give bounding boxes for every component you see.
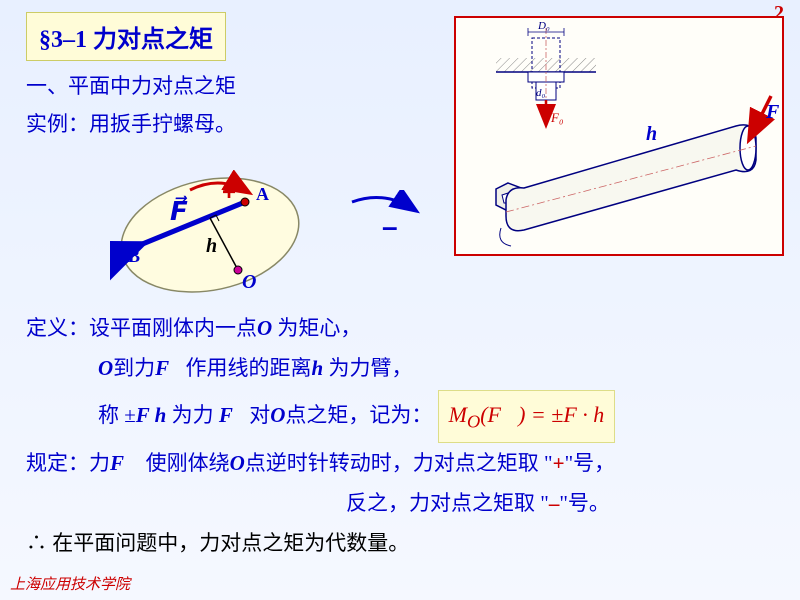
label-F2: F — [765, 101, 780, 123]
label-D0: D₀ — [537, 20, 550, 32]
section-title: §3–1 力对点之矩 — [26, 12, 226, 61]
label-F: F⃗ — [170, 195, 188, 226]
ellipse-diagram: A B O F⃗ h + — [110, 170, 310, 300]
definition-block: 定义：设平面刚体内一点O 为矩心， O到力F⃗作用线的距离h 为力臂， 称 ±F… — [26, 310, 776, 564]
label-B: B — [128, 246, 140, 266]
wrench-diagram: D₀ d₀ F₀ h F — [454, 16, 784, 256]
label-minus: – — [382, 211, 398, 240]
intro-block: 一、平面中力对点之矩 实例：用扳手拧螺母。 — [26, 70, 446, 145]
minus-sign-diagram: – — [340, 190, 440, 240]
heading-2: 实例：用扳手拧螺母。 — [26, 108, 446, 142]
label-h2: h — [646, 123, 657, 145]
label-plus: + — [222, 179, 236, 206]
label-d0: d₀ — [536, 87, 546, 99]
label-F0: F₀ — [550, 110, 563, 125]
formula: MO(F⃗) = ±F · h — [438, 390, 616, 443]
conclusion-line: ∴ 在平面问题中，力对点之矩为代数量。 — [26, 525, 776, 563]
heading-1: 一、平面中力对点之矩 — [26, 70, 446, 104]
label-h: h — [206, 235, 217, 257]
rule-line-1: 规定：力F⃗ 使刚体绕O点逆时针转动时，力对点之矩取 "+"号， — [26, 445, 776, 483]
label-A: A — [256, 184, 269, 204]
footer-institution: 上海应用技术学院 — [10, 573, 130, 594]
label-O: O — [242, 271, 256, 293]
def-line-2: O到力F⃗作用线的距离h 为力臂， — [26, 350, 776, 388]
def-line-3: 称 ±F h 为力 F⃗对O点之矩，记为： MO(F⃗) = ±F · h — [26, 390, 776, 443]
def-line-1: 定义：设平面刚体内一点O 为矩心， — [26, 310, 776, 348]
rule-line-2: 反之，力对点之矩取 "–"号。 — [26, 485, 776, 523]
